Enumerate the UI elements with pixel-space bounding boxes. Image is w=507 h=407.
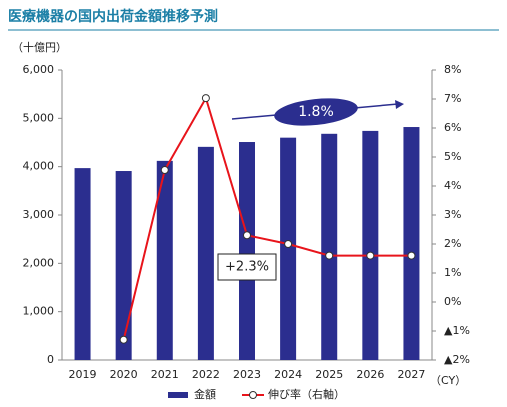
callout-box	[217, 253, 277, 281]
bar	[403, 127, 420, 361]
y2-tick-label: ▲2%	[444, 353, 470, 366]
y2-tick-label: 2%	[444, 237, 461, 250]
y-tick-label: 0	[47, 353, 54, 366]
y-tick-label: 3,000	[23, 208, 55, 221]
callout-label: +2.3%	[225, 260, 269, 275]
bar	[280, 137, 297, 360]
y-tick-label: 4,000	[23, 160, 55, 173]
legend-label: 金額	[194, 387, 216, 401]
x-tick-label: 2026	[356, 368, 384, 381]
x-tick-label: 2024	[274, 368, 302, 381]
annotations: 1.8% +2.3%	[217, 98, 404, 281]
point	[243, 231, 251, 240]
point	[325, 251, 334, 260]
bar	[74, 168, 91, 360]
y2-tick-label: 0%	[444, 295, 461, 308]
line	[122, 95, 412, 340]
bar	[115, 171, 132, 360]
y2-tick-label: 3%	[444, 208, 461, 221]
y2-tick-label: 1%	[444, 266, 461, 279]
y-tick-label: 6,000	[23, 63, 55, 76]
trend-label: 1.8%	[298, 104, 334, 120]
y-tick-label: 1,000	[23, 305, 55, 318]
point	[160, 166, 169, 175]
x-axis-label: （CY）	[430, 374, 466, 387]
y2-tick-label: 5%	[444, 150, 461, 163]
legend-marker	[249, 391, 257, 399]
point	[201, 94, 210, 103]
x-tick-label: 2022	[192, 368, 220, 381]
bar	[321, 133, 338, 360]
x-tick-label: 2025	[315, 368, 343, 381]
bar	[239, 142, 255, 360]
trend-ellipse	[274, 98, 358, 126]
y-tick-label: 5,000	[23, 111, 55, 124]
legend-swatch	[168, 392, 188, 398]
bar	[362, 130, 379, 360]
y2-tick-label: 7%	[444, 92, 461, 105]
chart-title: 医療機器の国内出荷金額推移予測	[8, 8, 218, 25]
legend-label: 伸び率（右軸）	[268, 387, 345, 401]
bar	[197, 146, 214, 360]
x-tick-label: 2021	[151, 368, 179, 381]
y-tick-label: 2,000	[23, 256, 55, 269]
y-axis-label: （十億円）	[12, 40, 67, 54]
point	[366, 251, 375, 260]
x-tick-label: 2020	[110, 368, 138, 381]
x-tick-label: 2023	[233, 368, 261, 381]
point	[119, 335, 128, 344]
y2-tick-label: 8%	[444, 63, 461, 76]
x-tick-label: 2019	[69, 368, 97, 381]
y2-tick-label: 6%	[444, 121, 461, 134]
point	[407, 251, 416, 260]
y2-tick-label: ▲1%	[444, 324, 470, 337]
y2-tick-label: 4%	[444, 179, 461, 192]
arrow-head	[395, 100, 404, 109]
point	[284, 240, 293, 248]
bar	[156, 160, 173, 360]
x-tick-label: 2027	[397, 368, 425, 381]
